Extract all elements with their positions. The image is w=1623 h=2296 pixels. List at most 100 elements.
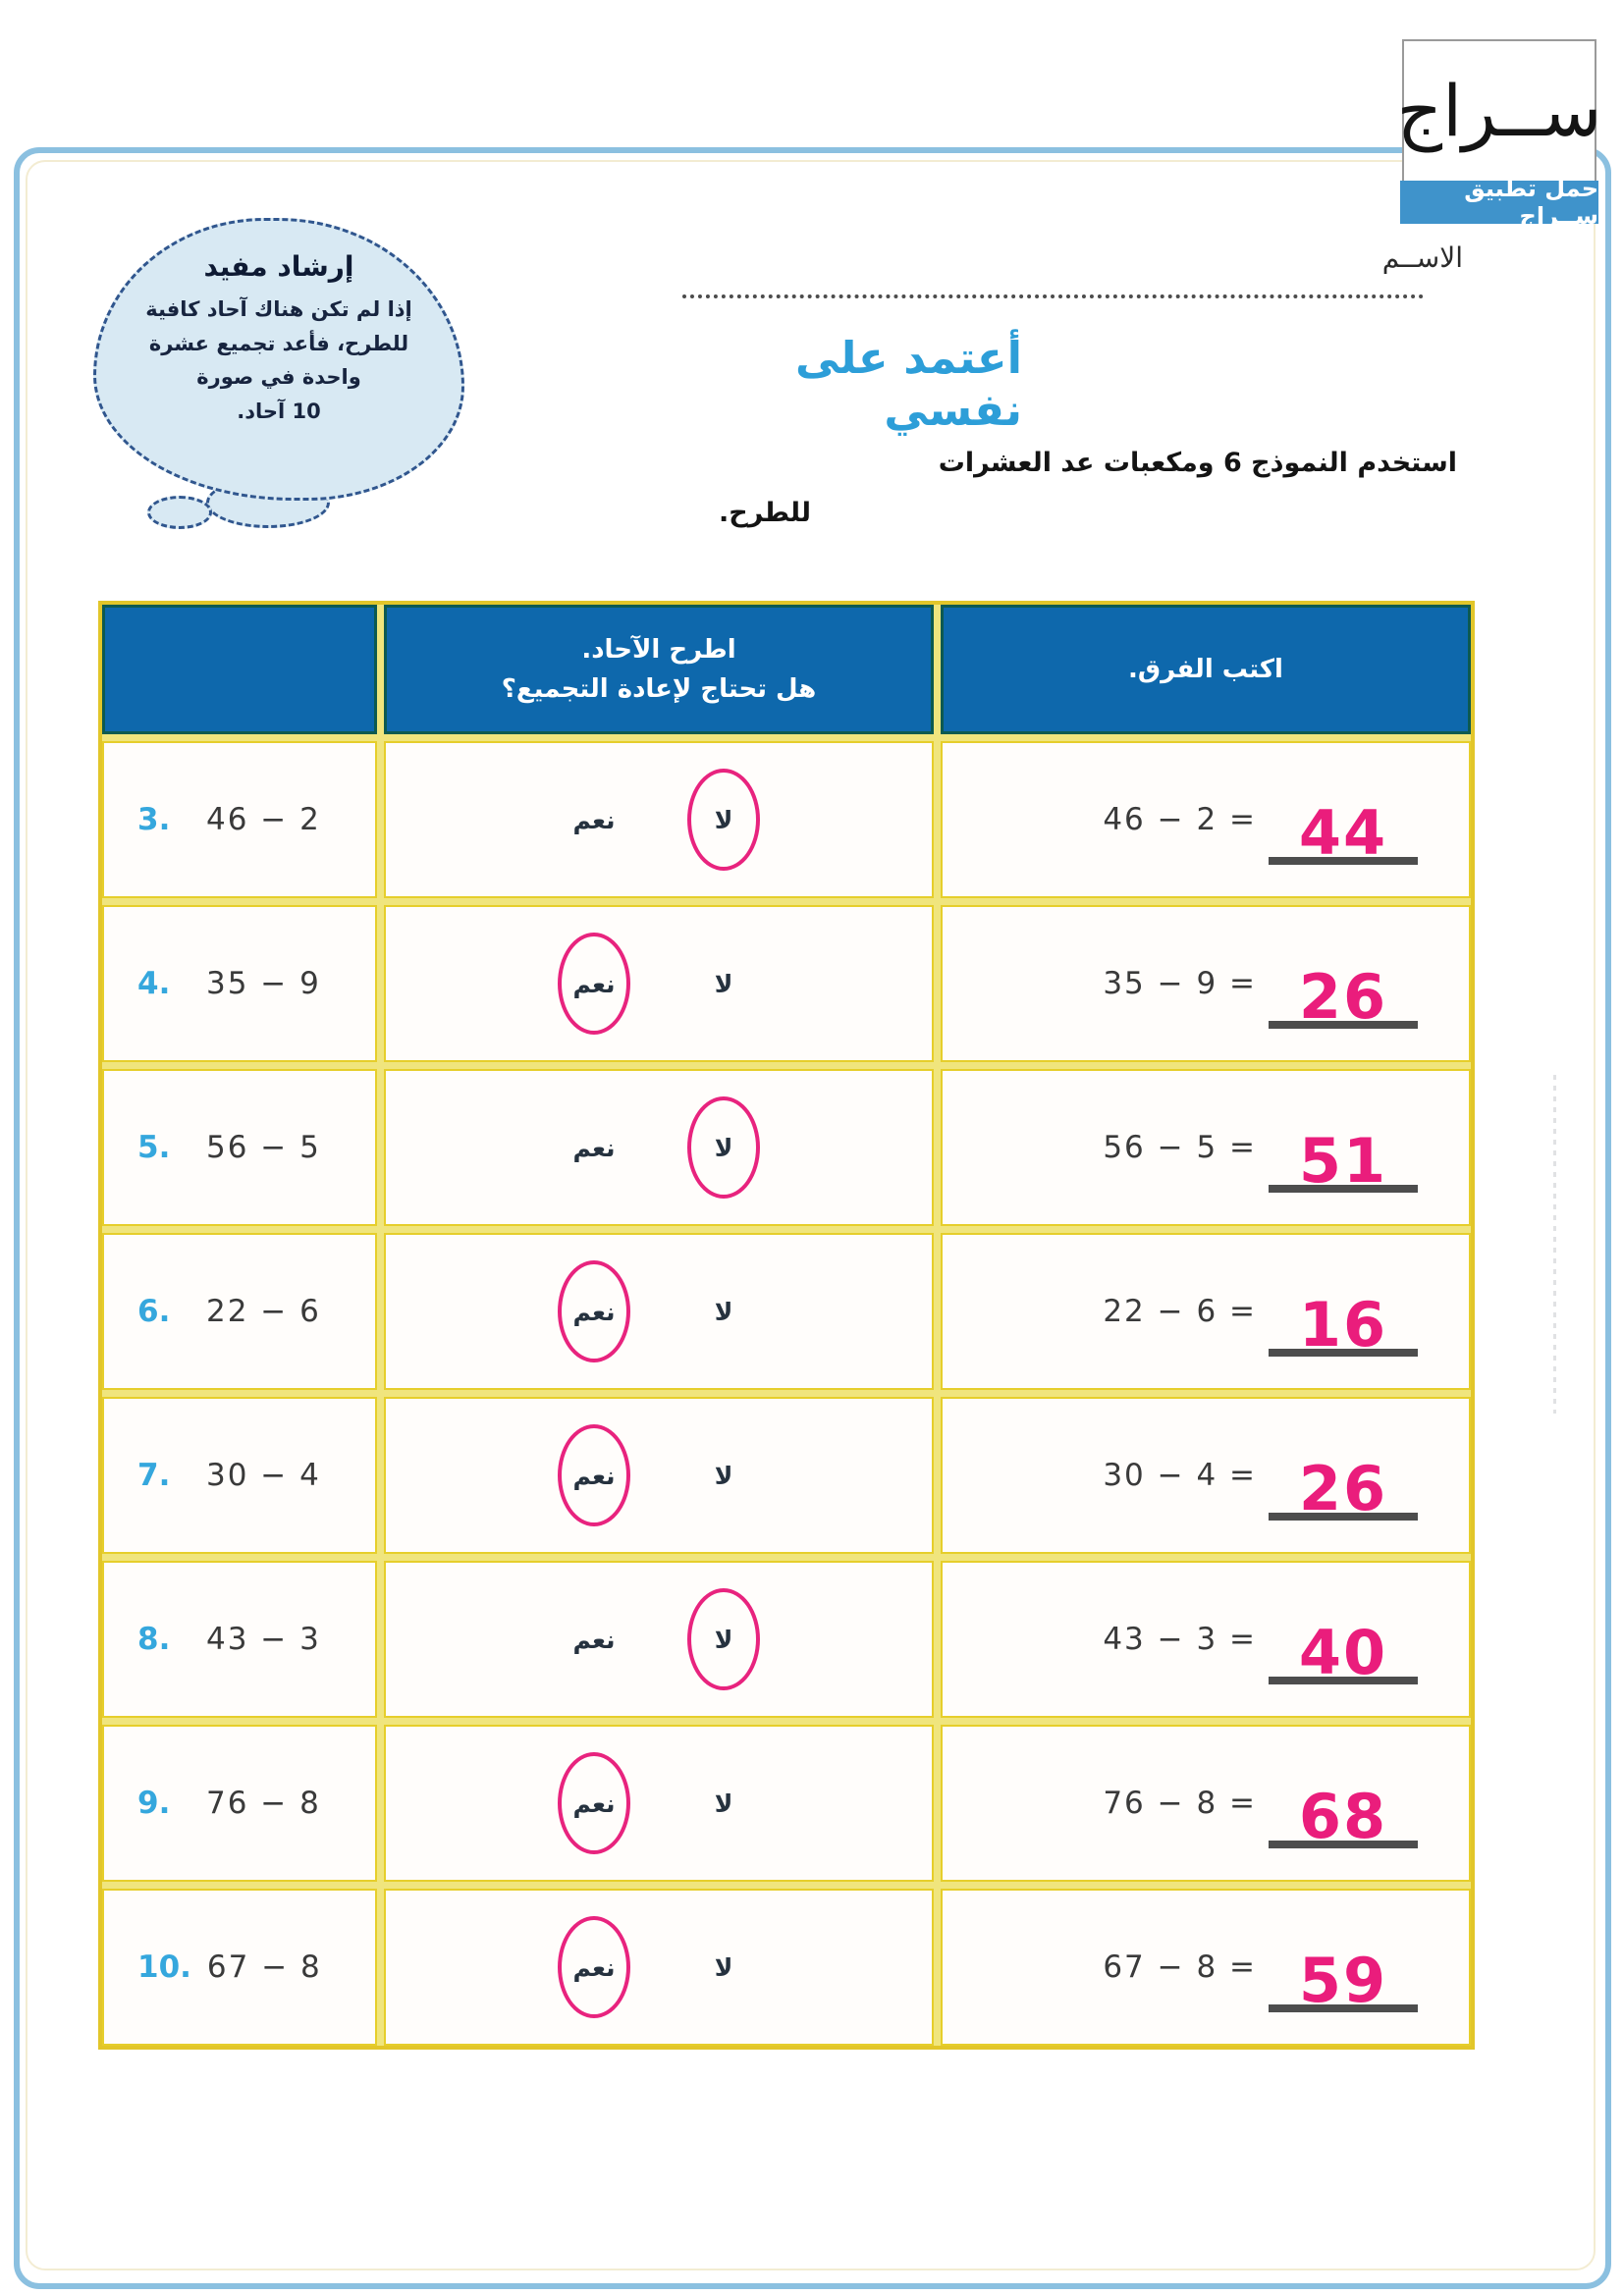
answer-value: 26	[1298, 961, 1388, 1034]
no-label: لا	[714, 1625, 733, 1654]
no-option[interactable]: لا	[687, 1096, 760, 1199]
regroup-cell: نعم لا	[384, 1725, 934, 1882]
problem-cell: 3. 46 − 2	[102, 741, 377, 898]
cloud-puff	[147, 496, 212, 529]
difference-cell: 22 − 6 = 16	[941, 1233, 1471, 1390]
problem-number: 3.	[137, 802, 171, 837]
difference-cell: 35 − 9 = 26	[941, 905, 1471, 1062]
problem-expression: 43 − 3	[206, 1622, 321, 1657]
yes-option[interactable]: نعم	[558, 1752, 630, 1854]
problem-number: 9.	[137, 1786, 171, 1821]
difference-cell: 56 − 5 = 51	[941, 1069, 1471, 1226]
regroup-cell: نعم لا	[384, 1561, 934, 1718]
equation-text: 43 − 3 =	[1103, 1622, 1257, 1657]
yes-option[interactable]: نعم	[558, 769, 630, 871]
answer-blank[interactable]: 68	[1269, 1758, 1418, 1848]
instruction-line: للطرح.	[719, 498, 811, 529]
header-problem-column	[102, 605, 377, 734]
answer-value: 40	[1298, 1617, 1388, 1689]
header-regroup-line2: هل تحتاج لإعادة التجميع؟	[501, 674, 817, 704]
problem-cell: 4. 35 − 9	[102, 905, 377, 1062]
yes-label: نعم	[572, 1952, 616, 1982]
yes-label: نعم	[572, 1625, 616, 1654]
no-option[interactable]: لا	[687, 1424, 760, 1526]
equation-text: 30 − 4 =	[1103, 1458, 1257, 1493]
answer-value: 51	[1298, 1125, 1388, 1198]
yes-option[interactable]: نعم	[558, 1096, 630, 1199]
equation-text: 56 − 5 =	[1103, 1130, 1257, 1165]
header-regroup-column: اطرح الآحاد. هل تحتاج لإعادة التجميع؟	[384, 605, 934, 734]
page-title: أعتمد على نفسي	[795, 332, 1022, 436]
regroup-cell: نعم لا	[384, 905, 934, 1062]
problem-expression: 22 − 6	[206, 1294, 321, 1329]
answer-blank[interactable]: 59	[1269, 1922, 1418, 2012]
problem-expression: 56 − 5	[206, 1130, 321, 1165]
siraj-logo: ســراج	[1397, 39, 1599, 183]
problem-expression: 67 − 8	[206, 1949, 322, 1985]
difference-cell: 76 − 8 = 68	[941, 1725, 1471, 1882]
problem-cell: 7. 30 − 4	[102, 1397, 377, 1554]
problem-number: 10.	[137, 1949, 191, 1985]
no-option[interactable]: لا	[687, 1260, 760, 1362]
download-app-banner[interactable]: حمل تطبيق ســراج	[1400, 175, 1598, 230]
regroup-cell: نعم لا	[384, 1233, 934, 1390]
yes-label: نعم	[572, 1133, 616, 1162]
regroup-cell: نعم لا	[384, 741, 934, 898]
regroup-cell: نعم لا	[384, 1069, 934, 1226]
problem-cell: 9. 76 − 8	[102, 1725, 377, 1882]
answer-blank[interactable]: 40	[1269, 1594, 1418, 1684]
no-label: لا	[714, 1952, 733, 1982]
page-border-inner	[26, 160, 1596, 2270]
no-option[interactable]: لا	[687, 1752, 760, 1854]
problem-expression: 30 − 4	[206, 1458, 321, 1493]
no-label: لا	[714, 969, 733, 998]
regroup-cell: نعم لا	[384, 1397, 934, 1554]
difference-cell: 67 − 8 = 59	[941, 1889, 1471, 2046]
yes-label: نعم	[572, 1297, 616, 1326]
answer-value: 44	[1298, 797, 1388, 870]
equation-text: 46 − 2 =	[1103, 802, 1257, 837]
no-label: لا	[714, 1789, 733, 1818]
yes-option[interactable]: نعم	[558, 1424, 630, 1526]
answer-blank[interactable]: 44	[1269, 774, 1418, 865]
name-label: الاســم	[1381, 241, 1463, 274]
no-option[interactable]: لا	[687, 1588, 760, 1690]
answer-value: 26	[1298, 1453, 1388, 1525]
yes-option[interactable]: نعم	[558, 1916, 630, 2018]
header-regroup-line1: اطرح الآحاد.	[581, 634, 736, 665]
hint-text-line: واحدة في صورة	[196, 365, 361, 390]
difference-cell: 43 − 3 = 40	[941, 1561, 1471, 1718]
yes-label: نعم	[572, 1461, 616, 1490]
margin-watermark	[1553, 1075, 1556, 1414]
no-label: لا	[714, 1297, 733, 1326]
yes-label: نعم	[572, 805, 616, 834]
no-option[interactable]: لا	[687, 1916, 760, 2018]
answer-value: 16	[1298, 1289, 1388, 1362]
yes-option[interactable]: نعم	[558, 1260, 630, 1362]
problem-number: 5.	[137, 1130, 171, 1165]
hint-text-line: إذا لم تكن هناك آحاد كافية	[145, 297, 412, 321]
instructions: استخدم النموذج 6 ومكعبات عد العشرات للطر…	[719, 444, 1457, 532]
problem-expression: 46 − 2	[206, 802, 321, 837]
problem-cell: 5. 56 − 5	[102, 1069, 377, 1226]
answer-blank[interactable]: 51	[1269, 1102, 1418, 1193]
answer-blank[interactable]: 26	[1269, 938, 1418, 1029]
difference-cell: 30 − 4 = 26	[941, 1397, 1471, 1554]
answer-blank[interactable]: 16	[1269, 1266, 1418, 1357]
equation-text: 22 − 6 =	[1103, 1294, 1257, 1329]
equation-text: 67 − 8 =	[1103, 1949, 1257, 1985]
hint-text-line: للطرح، فأعد تجميع عشرة	[148, 331, 409, 355]
yes-option[interactable]: نعم	[558, 1588, 630, 1690]
no-label: لا	[714, 805, 733, 834]
no-option[interactable]: لا	[687, 769, 760, 871]
no-option[interactable]: لا	[687, 933, 760, 1035]
siraj-logo-text: ســراج	[1396, 70, 1602, 152]
difference-cell: 46 − 2 = 44	[941, 741, 1471, 898]
problem-cell: 8. 43 − 3	[102, 1561, 377, 1718]
hint-title: إرشاد مفيد	[203, 250, 354, 283]
yes-option[interactable]: نعم	[558, 933, 630, 1035]
name-input-line[interactable]	[682, 294, 1424, 298]
answer-blank[interactable]: 26	[1269, 1430, 1418, 1521]
yes-label: نعم	[572, 1789, 616, 1818]
